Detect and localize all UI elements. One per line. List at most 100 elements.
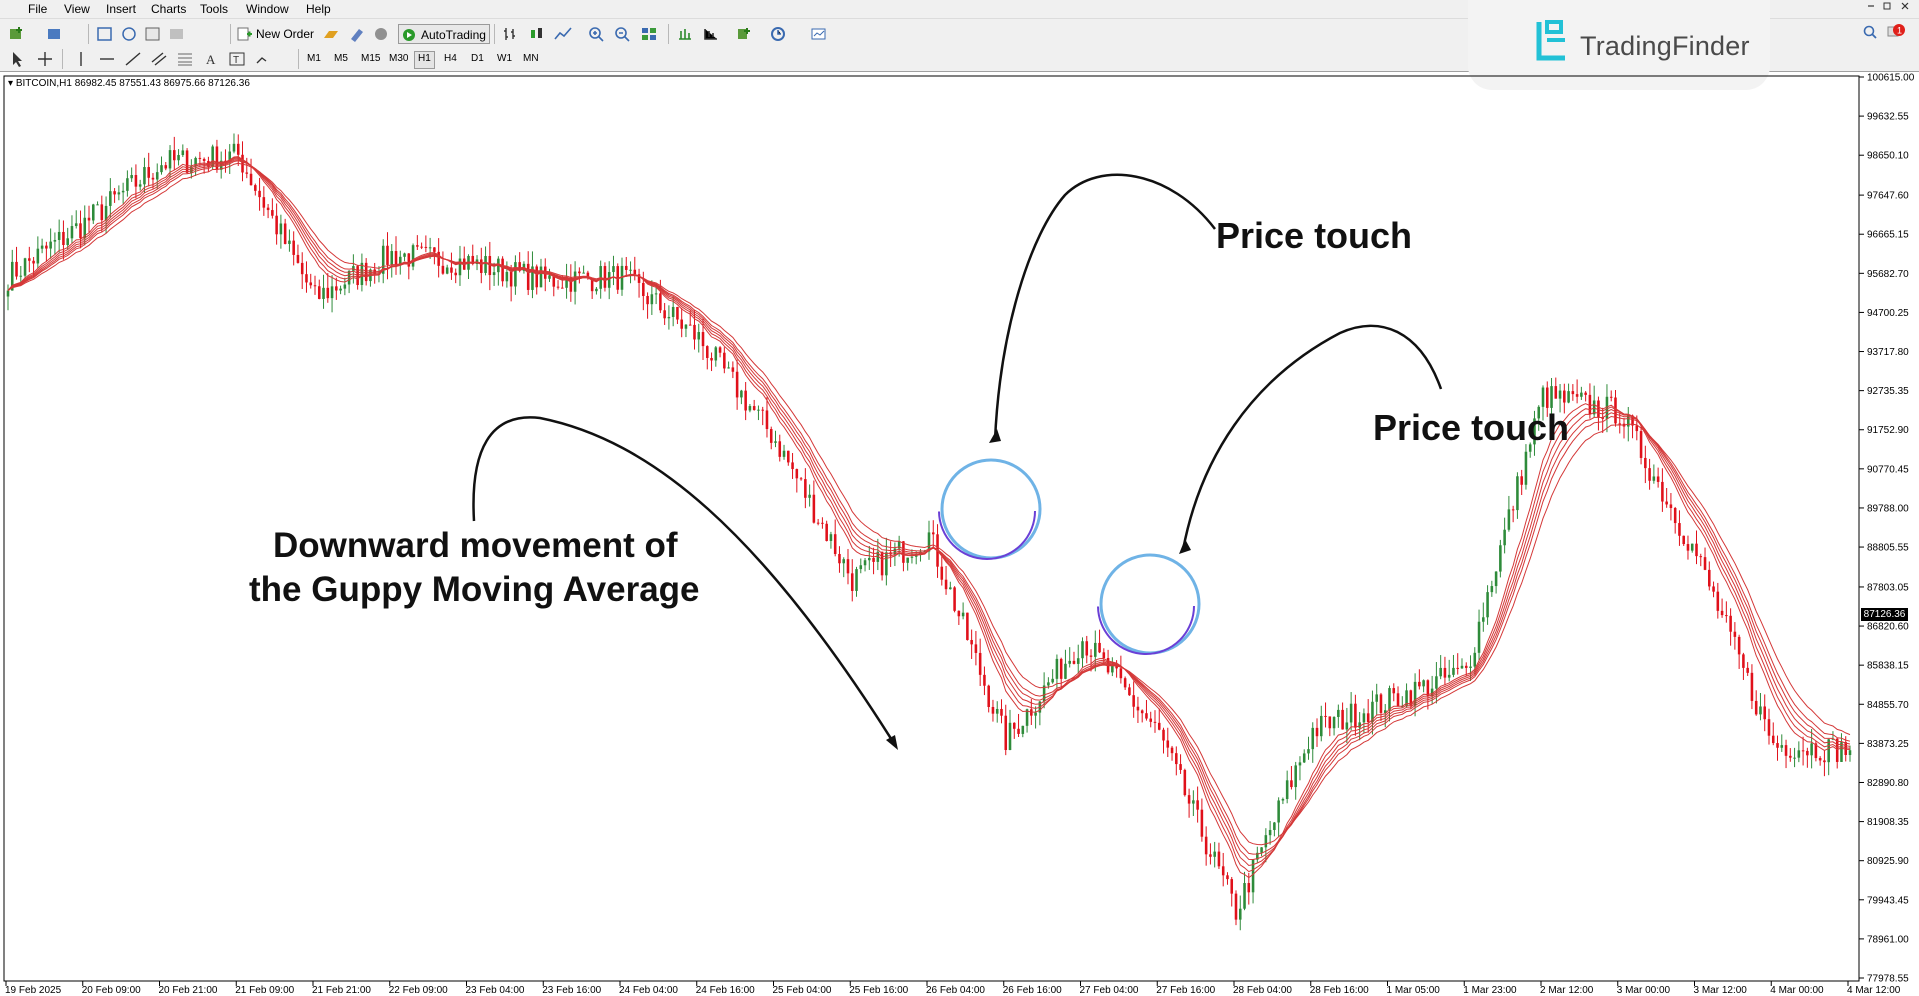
candle-body	[1401, 706, 1404, 708]
candle-body	[6, 290, 10, 297]
candle-body	[249, 173, 253, 186]
candle-body	[795, 469, 799, 479]
candle-body	[309, 282, 313, 286]
tester-icon[interactable]	[166, 24, 188, 44]
candle-body	[57, 231, 61, 240]
candle-body	[1115, 666, 1118, 669]
price-chart[interactable]: 100615.00 99632.55 98650.10 97647.60 96665.1…	[0, 72, 1919, 996]
candle-body	[232, 143, 236, 152]
timeframe-m15[interactable]: M15	[361, 53, 381, 64]
candle-body	[1017, 728, 1020, 734]
search-icon[interactable]	[1862, 24, 1878, 40]
candle-body	[1780, 745, 1784, 748]
chart-frame	[3, 75, 1860, 982]
candle-body	[147, 167, 150, 178]
price-axis-label: 95682.70	[1867, 269, 1909, 280]
trendline-icon[interactable]	[122, 49, 144, 69]
line-chart-icon[interactable]	[552, 24, 574, 44]
time-axis-label: 25 Feb 16:00	[849, 985, 908, 996]
candle-body	[1413, 681, 1417, 706]
time-axis-label: 4 Mar 12:00	[1847, 985, 1901, 996]
timeframe-m30[interactable]: M30	[389, 53, 409, 64]
candle-body	[198, 157, 202, 159]
new-chart-button[interactable]	[6, 24, 28, 44]
candle-body	[1371, 701, 1374, 723]
timeframe-m5[interactable]: M5	[334, 53, 348, 64]
candle-body	[1554, 386, 1558, 399]
horizontal-line-icon[interactable]	[96, 49, 118, 69]
bar-chart-icon[interactable]	[500, 24, 522, 44]
candle-body	[1635, 425, 1639, 432]
cursor-icon[interactable]	[6, 49, 28, 69]
tile-windows-icon[interactable]	[638, 24, 660, 44]
price-axis-label: 84855.70	[1867, 700, 1909, 711]
vertical-line-icon[interactable]	[70, 49, 92, 69]
arrow-head-3	[886, 735, 898, 750]
candle-body	[1831, 738, 1835, 740]
terminal-icon[interactable]	[142, 24, 164, 44]
timeframe-m1[interactable]: M1	[307, 53, 321, 64]
svg-text:T: T	[233, 55, 239, 66]
scroll-end-icon[interactable]	[674, 24, 696, 44]
candle-body	[1426, 680, 1430, 696]
menu-file[interactable]: File	[28, 2, 48, 16]
arrows-icon[interactable]	[252, 49, 274, 69]
menu-tools[interactable]: Tools	[200, 2, 229, 16]
text-label-icon[interactable]: T	[226, 49, 248, 69]
candle-body	[450, 267, 453, 273]
candlestick-icon[interactable]	[526, 24, 548, 44]
candle-body	[1776, 743, 1779, 748]
autotrading-button[interactable]: AutoTrading	[398, 24, 490, 44]
crosshair-icon[interactable]	[34, 49, 56, 69]
chart-shift-icon[interactable]	[700, 24, 722, 44]
candle-body	[1708, 569, 1711, 587]
menu-insert[interactable]: Insert	[106, 2, 137, 16]
candle-body	[1712, 586, 1715, 592]
candle-body	[433, 247, 436, 252]
timeframe-h1[interactable]: H1	[414, 51, 435, 69]
symbol-dropdown-icon[interactable]: ▾	[8, 78, 14, 89]
templates-icon[interactable]	[808, 24, 830, 44]
menu-window[interactable]: Window	[246, 2, 289, 16]
timeframe-w1[interactable]: W1	[497, 53, 512, 64]
profiles-button[interactable]	[44, 24, 66, 44]
guppy-ema-line	[7, 156, 1851, 879]
candle-body	[1567, 391, 1570, 403]
menu-help[interactable]: Help	[306, 2, 331, 16]
candle-body	[326, 287, 330, 299]
timeframe-h4[interactable]: H4	[444, 53, 457, 64]
candle-body	[1072, 660, 1076, 664]
menu-view[interactable]: View	[64, 2, 90, 16]
candle-body	[1669, 504, 1673, 509]
candle-body	[1605, 396, 1609, 419]
candle-body	[1200, 809, 1204, 837]
candle-body	[1695, 543, 1698, 557]
candle-body	[394, 251, 398, 266]
candle-body	[1281, 799, 1285, 801]
candle-body	[902, 541, 905, 563]
notifications-icon[interactable]: 1	[1886, 22, 1906, 42]
guppy-ema-line	[7, 159, 1851, 861]
price-axis-label: 83873.25	[1867, 739, 1909, 750]
meta-editor-icon[interactable]	[346, 24, 368, 44]
signals-icon[interactable]	[370, 24, 392, 44]
zoom-out-icon[interactable]	[612, 24, 634, 44]
candle-body	[667, 316, 671, 319]
navigator-icon[interactable]	[118, 24, 140, 44]
text-icon[interactable]: A	[200, 49, 222, 69]
candle-body	[28, 258, 31, 261]
fibonacci-icon[interactable]	[174, 49, 196, 69]
channel-icon[interactable]	[148, 49, 170, 69]
candle-body	[1447, 674, 1451, 678]
candle-body	[991, 706, 995, 714]
new-order-button[interactable]: New Order	[234, 24, 318, 44]
timeframe-mn[interactable]: MN	[523, 53, 539, 64]
menu-charts[interactable]: Charts	[151, 2, 187, 16]
market-watch-icon[interactable]	[94, 24, 116, 44]
candle-body	[642, 282, 645, 296]
periods-icon[interactable]	[768, 24, 790, 44]
gold-icon[interactable]	[320, 24, 342, 44]
timeframe-d1[interactable]: D1	[471, 53, 484, 64]
indicators-icon[interactable]	[734, 24, 756, 44]
zoom-in-icon[interactable]	[586, 24, 608, 44]
